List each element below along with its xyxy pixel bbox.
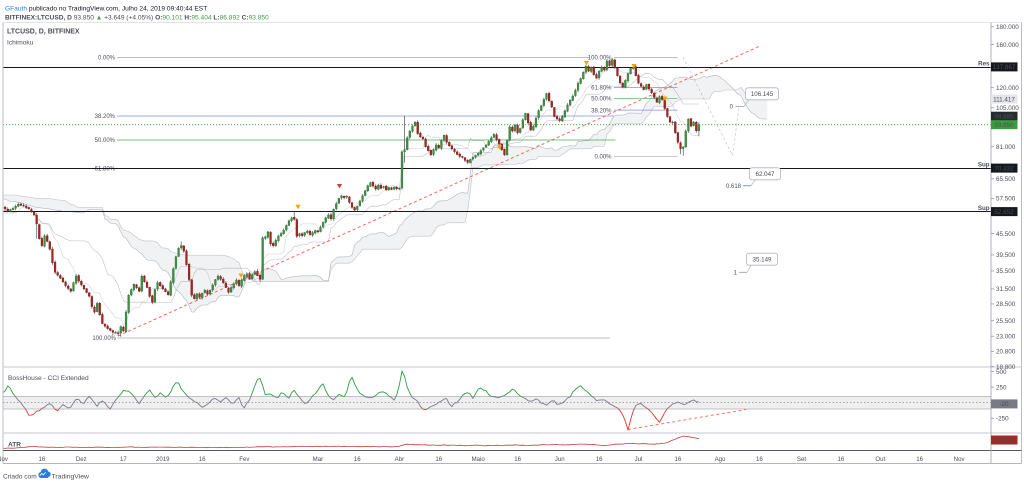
svg-text:57.500: 57.500 (996, 196, 1016, 203)
svg-text:16: 16 (354, 456, 361, 463)
svg-text:Res: Res (978, 61, 990, 68)
svg-text:17: 17 (120, 456, 127, 463)
svg-text:16: 16 (916, 456, 923, 463)
svg-text:Jun: Jun (555, 456, 565, 463)
svg-text:62.047: 62.047 (756, 171, 775, 178)
svg-text:Criado com: Criado com (3, 474, 37, 481)
svg-text:ATR: ATR (8, 442, 21, 449)
svg-text:81.000: 81.000 (996, 144, 1016, 151)
svg-text:Abr: Abr (395, 456, 404, 463)
svg-text:2019: 2019 (156, 456, 170, 463)
svg-text:Sup: Sup (978, 205, 990, 212)
svg-text:Sup: Sup (978, 161, 990, 168)
svg-text:38.20%: 38.20% (591, 108, 612, 114)
svg-text:35.149: 35.149 (753, 256, 772, 263)
svg-text:Set: Set (797, 456, 806, 463)
svg-text:25.500: 25.500 (996, 318, 1016, 325)
svg-text:16: 16 (514, 456, 521, 463)
svg-text:31.500: 31.500 (996, 286, 1016, 293)
svg-text:20.800: 20.800 (996, 349, 1016, 356)
svg-text:35.500: 35.500 (996, 268, 1016, 275)
svg-text:Ago: Ago (715, 456, 726, 463)
svg-text:0.00%: 0.00% (98, 56, 116, 62)
svg-text:16: 16 (675, 456, 682, 463)
svg-text:16: 16 (596, 456, 603, 463)
svg-text:18.800: 18.800 (996, 364, 1016, 371)
svg-text:52.652: 52.652 (994, 209, 1014, 216)
svg-text:0: 0 (730, 105, 734, 111)
svg-text:28.500: 28.500 (996, 301, 1016, 308)
svg-text:100.00%: 100.00% (92, 336, 116, 342)
svg-text:38.20%: 38.20% (95, 114, 116, 120)
svg-text:50.00%: 50.00% (95, 138, 116, 144)
svg-text:98.885: 98.885 (994, 114, 1014, 121)
svg-text:-250: -250 (996, 416, 1009, 423)
svg-text:9.576: 9.576 (996, 437, 1012, 444)
svg-text:111.417: 111.417 (993, 96, 1015, 103)
svg-text:106.145: 106.145 (751, 91, 774, 98)
svg-text:Nov: Nov (954, 456, 966, 463)
svg-text:16: 16 (756, 456, 763, 463)
svg-text:93.850: 93.850 (994, 122, 1014, 129)
svg-text:137.867: 137.867 (993, 64, 1016, 71)
svg-text:-20: -20 (999, 401, 1009, 408)
svg-text:Fev: Fev (239, 456, 250, 463)
svg-text:BossHouse - CCI Extended: BossHouse - CCI Extended (8, 375, 89, 382)
svg-text:Nov: Nov (0, 456, 9, 463)
svg-text:120.000: 120.000 (996, 85, 1019, 92)
svg-text:70.332: 70.332 (994, 165, 1014, 172)
svg-text:Maio: Maio (472, 456, 486, 463)
svg-text:16: 16 (435, 456, 442, 463)
svg-text:160.000: 160.000 (996, 42, 1019, 49)
svg-text:100.00%: 100.00% (588, 56, 612, 62)
svg-text:65.500: 65.500 (996, 176, 1016, 183)
svg-text:45.500: 45.500 (996, 231, 1016, 238)
svg-text:61.80%: 61.80% (95, 166, 116, 172)
svg-text:Out: Out (875, 456, 885, 463)
svg-text:105.000: 105.000 (996, 105, 1019, 112)
svg-text:50.00%: 50.00% (591, 97, 612, 103)
svg-text:16: 16 (199, 456, 206, 463)
svg-text:TradingView: TradingView (52, 474, 89, 481)
svg-text:16: 16 (39, 456, 46, 463)
svg-text:Mar: Mar (313, 456, 324, 463)
svg-text:16: 16 (838, 456, 845, 463)
svg-text:1: 1 (734, 271, 738, 277)
svg-text:Dez: Dez (76, 456, 87, 463)
svg-text:GFauth publicado no TradingVie: GFauth publicado no TradingView.com, Jul… (5, 6, 207, 13)
svg-text:0.618: 0.618 (726, 184, 742, 190)
svg-text:Ichimoku: Ichimoku (7, 40, 34, 47)
svg-text:39.500: 39.500 (996, 252, 1016, 259)
svg-text:BITFINEX:LTCUSD, D 93.850 ▲ +3: BITFINEX:LTCUSD, D 93.850 ▲ +3.649 (+4.0… (5, 14, 269, 21)
svg-text:61.80%: 61.80% (591, 86, 612, 92)
svg-text:500: 500 (996, 369, 1007, 376)
svg-text:Jul: Jul (635, 456, 643, 463)
svg-text:23.000: 23.000 (996, 334, 1016, 341)
svg-text:0.00%: 0.00% (594, 155, 612, 161)
svg-text:LTCUSD, D, BITFINEX: LTCUSD, D, BITFINEX (7, 29, 80, 36)
svg-text:180.000: 180.000 (996, 24, 1019, 31)
svg-text:250: 250 (996, 384, 1007, 391)
